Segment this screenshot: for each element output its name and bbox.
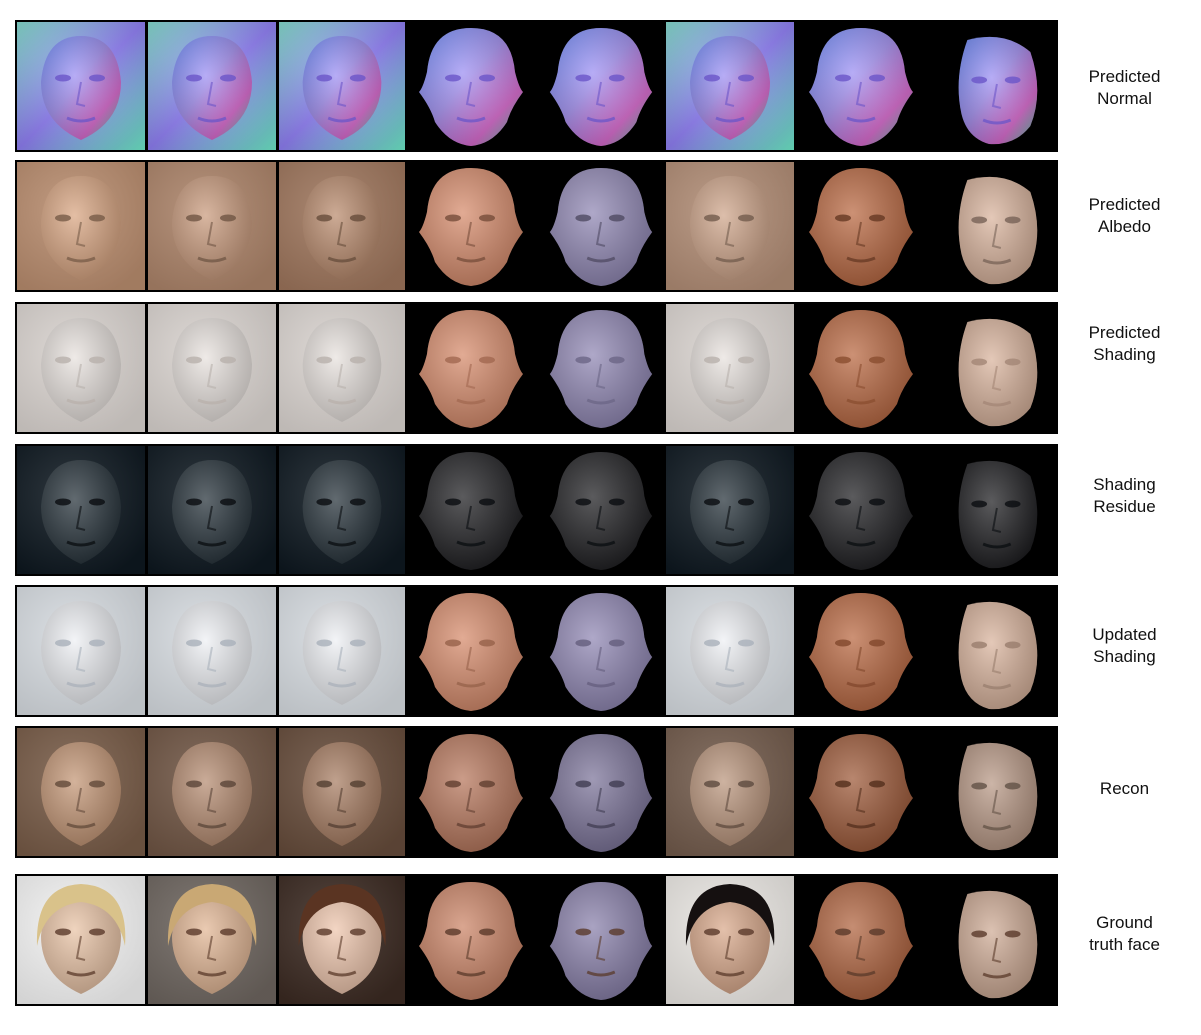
face-image-shading-1: [17, 304, 145, 432]
face-image-updated-2: [148, 587, 276, 715]
face-image-recon-2: [148, 728, 276, 856]
face-image-albedo-5: [538, 162, 664, 290]
figure-row-updated: [15, 585, 1058, 717]
face-image-updated-8: [928, 587, 1054, 715]
face-image-residue-5: [538, 446, 664, 574]
face-image-shading-2: [148, 304, 276, 432]
face-image-updated-3: [279, 587, 405, 715]
face-image-recon-7: [797, 728, 925, 856]
figure-row-recon: [15, 726, 1058, 858]
face-image-albedo-4: [407, 162, 535, 290]
face-image-albedo-1: [17, 162, 145, 290]
face-image-shading-7: [797, 304, 925, 432]
face-image-normal-2: [148, 22, 276, 150]
figure-row-albedo: [15, 160, 1058, 292]
face-image-recon-6: [666, 728, 794, 856]
face-image-recon-1: [17, 728, 145, 856]
face-image-updated-4: [407, 587, 535, 715]
face-image-recon-4: [407, 728, 535, 856]
face-image-gt-8: [928, 876, 1054, 1004]
face-image-normal-4: [407, 22, 535, 150]
face-image-residue-3: [279, 446, 405, 574]
face-image-residue-8: [928, 446, 1054, 574]
face-image-recon-5: [538, 728, 664, 856]
row-label-updated: Updated Shading: [1092, 625, 1157, 666]
face-image-albedo-6: [666, 162, 794, 290]
face-image-gt-6: [666, 876, 794, 1004]
face-image-residue-7: [797, 446, 925, 574]
figure-row-residue: [15, 444, 1058, 576]
face-image-shading-3: [279, 304, 405, 432]
face-image-normal-8: [928, 22, 1054, 150]
face-image-shading-8: [928, 304, 1054, 432]
row-label-albedo: Predicted Albedo: [1088, 195, 1161, 236]
row-label-shading: Predicted Shading: [1088, 323, 1161, 364]
figure-row-shading: [15, 302, 1058, 434]
face-image-residue-6: [666, 446, 794, 574]
face-image-normal-6: [666, 22, 794, 150]
face-image-updated-1: [17, 587, 145, 715]
face-image-gt-7: [797, 876, 925, 1004]
face-image-residue-2: [148, 446, 276, 574]
face-image-residue-4: [407, 446, 535, 574]
face-image-shading-5: [538, 304, 664, 432]
face-image-gt-5: [538, 876, 664, 1004]
face-image-recon-3: [279, 728, 405, 856]
face-image-updated-7: [797, 587, 925, 715]
face-image-updated-6: [666, 587, 794, 715]
face-image-updated-5: [538, 587, 664, 715]
face-image-normal-7: [797, 22, 925, 150]
face-image-residue-1: [17, 446, 145, 574]
figure-row-gt: [15, 874, 1058, 1006]
face-image-albedo-3: [279, 162, 405, 290]
face-image-shading-6: [666, 304, 794, 432]
face-image-normal-5: [538, 22, 664, 150]
face-image-gt-2: [148, 876, 276, 1004]
face-image-albedo-7: [797, 162, 925, 290]
row-label-recon: Recon: [1099, 779, 1150, 798]
row-label-normal: Predicted Normal: [1088, 67, 1161, 108]
figure-row-normal: [15, 20, 1058, 152]
face-image-albedo-2: [148, 162, 276, 290]
face-image-normal-1: [17, 22, 145, 150]
face-image-shading-4: [407, 304, 535, 432]
face-image-recon-8: [928, 728, 1054, 856]
row-label-residue: Shading Residue: [1093, 475, 1156, 516]
face-image-normal-3: [279, 22, 405, 150]
face-image-albedo-8: [928, 162, 1054, 290]
face-image-gt-1: [17, 876, 145, 1004]
face-image-gt-4: [407, 876, 535, 1004]
row-label-gt: Ground truth face: [1089, 913, 1160, 954]
face-image-gt-3: [279, 876, 405, 1004]
